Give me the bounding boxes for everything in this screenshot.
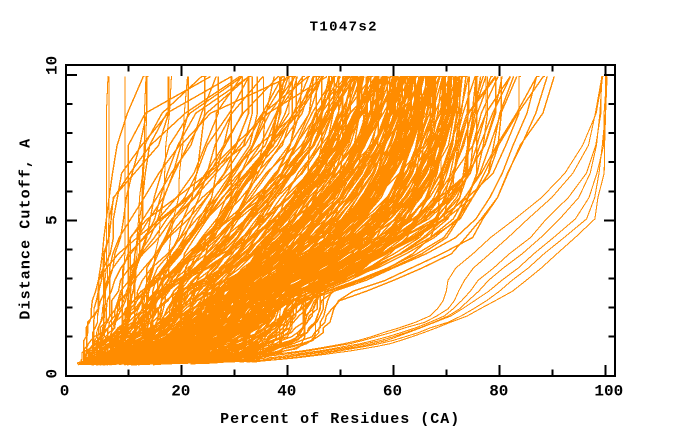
svg-text:Percent of Residues (CA): Percent of Residues (CA) xyxy=(220,411,460,428)
svg-text:Distance Cutoff, A: Distance Cutoff, A xyxy=(17,138,34,320)
svg-text:5: 5 xyxy=(44,215,62,225)
svg-text:0: 0 xyxy=(44,369,62,379)
svg-text:40: 40 xyxy=(277,383,296,401)
svg-text:T1047s2: T1047s2 xyxy=(310,19,378,35)
svg-text:10: 10 xyxy=(44,56,62,75)
svg-text:100: 100 xyxy=(594,383,623,401)
svg-text:20: 20 xyxy=(171,383,190,401)
svg-text:80: 80 xyxy=(489,383,508,401)
svg-text:60: 60 xyxy=(383,383,402,401)
svg-text:0: 0 xyxy=(60,383,70,401)
